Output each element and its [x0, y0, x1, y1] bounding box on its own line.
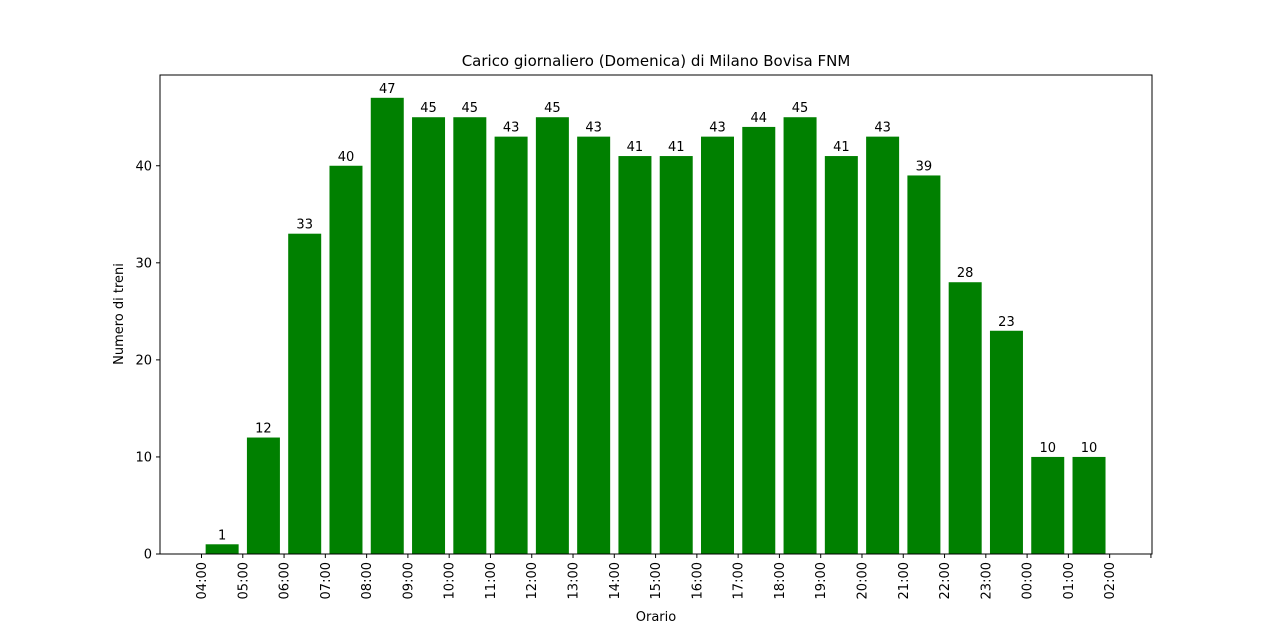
x-axis: 04:00 05:00 06:00 07:00 08:00 09:00 10:00 11:00…: [195, 554, 1152, 599]
bar-value-label: 41: [833, 140, 850, 155]
bar: [329, 165, 363, 554]
x-tick-label: 16:00: [690, 562, 705, 599]
bar-labels-group: 1 12 33 40 47 45 45 43 45 43 41 41 43 44 45 41 43 39 28 23 1…: [218, 82, 1097, 543]
bar: [288, 233, 322, 554]
y-tick-label: 20: [135, 353, 152, 368]
y-tick-label: 10: [135, 450, 152, 465]
bar: [866, 136, 900, 554]
x-tick-label: 18:00: [773, 562, 788, 599]
x-tick-label: 01:00: [1062, 562, 1077, 599]
bar-value-label: 39: [916, 159, 933, 174]
x-tick-label: 02:00: [1103, 562, 1118, 599]
x-tick-label: 13:00: [567, 562, 582, 599]
x-tick-label: 12:00: [525, 562, 540, 599]
bar: [1031, 456, 1065, 554]
bar-value-label: 45: [420, 101, 437, 116]
bar: [412, 117, 446, 554]
bar: [907, 175, 941, 554]
bar: [824, 156, 858, 554]
x-tick-label: 04:00: [195, 562, 210, 599]
x-tick-label: 22:00: [938, 562, 953, 599]
x-tick-label: 17:00: [732, 562, 747, 599]
x-tick-label: 08:00: [360, 562, 375, 599]
bar-value-label: 47: [379, 82, 396, 97]
y-axis: 0 10 20 30 40: [135, 159, 160, 563]
bar-value-label: 40: [338, 150, 355, 165]
y-tick-label: 0: [144, 548, 152, 563]
bar: [783, 117, 817, 554]
x-tick-label: 00:00: [1021, 562, 1036, 599]
bar-value-label: 28: [957, 266, 974, 281]
bar: [989, 330, 1023, 554]
bar: [370, 97, 404, 555]
bar-value-label: 43: [709, 121, 726, 136]
bar-value-label: 45: [792, 101, 809, 116]
x-tick-label: 06:00: [278, 562, 293, 599]
bar-value-label: 43: [503, 121, 520, 136]
bar-value-label: 12: [255, 422, 272, 437]
bar: [618, 156, 652, 554]
x-tick-label: 14:00: [608, 562, 623, 599]
bar-value-label: 43: [585, 121, 602, 136]
x-tick-label: 20:00: [855, 562, 870, 599]
bar: [535, 117, 569, 554]
chart-title: Carico giornaliero (Domenica) di Milano …: [462, 52, 851, 70]
bar: [659, 156, 693, 554]
x-tick-label: 21:00: [897, 562, 912, 599]
y-tick-label: 30: [135, 256, 152, 271]
bar: [453, 117, 487, 554]
plot-frame: [159, 74, 1153, 555]
x-tick-label: 15:00: [649, 562, 664, 599]
bar: [948, 282, 982, 554]
bar: [1072, 456, 1106, 554]
bar: [246, 437, 280, 554]
y-tick-label: 40: [135, 159, 152, 174]
bar: [701, 136, 734, 554]
bar: [494, 136, 528, 554]
bar-value-label: 43: [874, 121, 891, 136]
bar-value-label: 10: [1081, 441, 1098, 456]
bar-value-label: 45: [462, 101, 479, 116]
y-axis-label: Numero di treni: [112, 263, 127, 365]
x-tick-label: 05:00: [236, 562, 251, 599]
bar: [205, 544, 239, 554]
x-tick-label: 07:00: [319, 562, 334, 599]
bar-value-label: 41: [627, 140, 644, 155]
x-tick-label: 09:00: [401, 562, 416, 599]
bar-value-label: 33: [296, 218, 313, 233]
x-tick-label: 11:00: [484, 562, 499, 599]
bar: [742, 126, 776, 554]
bar-value-label: 41: [668, 140, 685, 155]
x-axis-label: Orario: [636, 610, 677, 623]
x-tick-label: 10:00: [443, 562, 458, 599]
x-tick-label: 23:00: [979, 562, 994, 599]
bar-value-label: 10: [1039, 441, 1056, 456]
bar: [577, 136, 611, 554]
bar-value-label: 23: [998, 315, 1015, 330]
x-tick-label: 19:00: [814, 562, 829, 599]
bar-value-label: 45: [544, 101, 561, 116]
bar-value-label: 44: [751, 111, 768, 126]
bars-group: [205, 97, 1106, 555]
bar-value-label: 1: [218, 528, 226, 543]
